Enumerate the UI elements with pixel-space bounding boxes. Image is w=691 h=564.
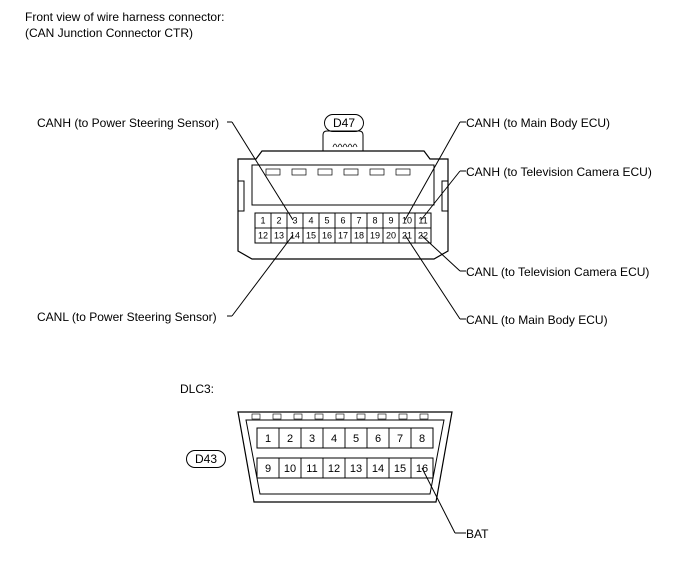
svg-text:1: 1: [265, 433, 271, 445]
svg-text:13: 13: [350, 463, 362, 475]
callout-bat: BAT: [466, 527, 488, 541]
svg-text:11: 11: [306, 463, 317, 475]
svg-text:7: 7: [397, 433, 403, 445]
svg-text:6: 6: [375, 433, 381, 445]
svg-text:14: 14: [372, 463, 384, 475]
svg-text:4: 4: [331, 433, 337, 445]
svg-text:10: 10: [284, 463, 296, 475]
svg-text:3: 3: [309, 433, 315, 445]
diagram-root: Front view of wire harness connector: (C…: [0, 0, 691, 564]
svg-text:2: 2: [287, 433, 293, 445]
svg-text:5: 5: [353, 433, 359, 445]
svg-text:8: 8: [419, 433, 425, 445]
svg-text:9: 9: [265, 463, 271, 475]
svg-text:12: 12: [328, 463, 340, 475]
svg-text:15: 15: [394, 463, 406, 475]
bottom-connector-svg: 12345678910111213141516: [0, 0, 691, 564]
